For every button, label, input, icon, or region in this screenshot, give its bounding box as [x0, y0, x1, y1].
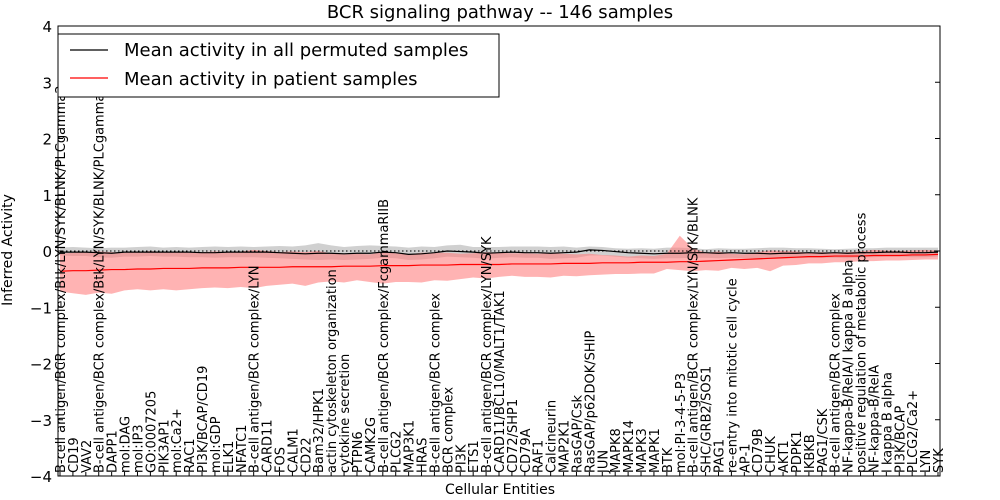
x-tick-label: PLCG2/Ca2+	[906, 390, 921, 473]
x-tick-label: PI3K/BCAP/CD19	[196, 366, 211, 473]
x-tick-label: CAMK2G	[364, 417, 379, 473]
x-tick-label: BCR complex	[441, 387, 456, 473]
x-tick-label: AP-1	[738, 444, 753, 473]
legend-frame	[57, 33, 500, 98]
x-tick-label: GO:0007205	[144, 391, 159, 473]
x-tick-label: CD72/SHP1	[506, 399, 521, 473]
x-tick-label: VAV2	[80, 440, 95, 473]
x-tick-label: Bam32/HPK1	[312, 388, 327, 473]
x-tick-label: DAPP1	[106, 430, 121, 473]
x-tick-label: PI3K	[454, 444, 469, 473]
x-axis-label: Cellular Entities	[445, 482, 555, 498]
x-tick-label: PDPK1	[790, 431, 805, 474]
x-tick-label: cytokine secretion	[338, 354, 353, 473]
x-tick-label: NFATC1	[235, 425, 250, 473]
x-tick-label: PAG1	[713, 439, 728, 473]
x-tick-label: mol:PI-3-4-5-P3	[674, 373, 689, 473]
y-tick-label: −3	[30, 412, 52, 430]
legend: Mean activity in all permuted samples Me…	[57, 33, 500, 98]
x-tick-label: B-cell antigen/BCR complex/FcgammaRIIB	[377, 199, 392, 473]
x-tick-label: I kappa B alpha	[880, 372, 895, 473]
y-tick-label: 2	[42, 131, 52, 149]
x-tick-label: MAPK14	[622, 420, 637, 473]
x-tick-label: PI3K/BCAP	[893, 405, 908, 473]
x-tick-label: BTK	[661, 447, 676, 473]
x-tick-label: CHUK	[764, 436, 779, 473]
x-tick-label: IKBKB	[803, 434, 818, 473]
x-tick-label: FOS	[274, 447, 289, 473]
series-line-1	[59, 253, 939, 272]
x-tick-label: B-cell antigen/BCR complex	[428, 293, 443, 473]
x-tick-label: HRAS	[416, 438, 431, 473]
x-tick-label: CD19	[67, 437, 82, 473]
y-axis-label: Inferred Activity	[0, 194, 16, 306]
x-tick-label: mol:GDP	[209, 416, 224, 473]
y-tick-label: −4	[30, 468, 52, 486]
x-tick-label: ELK1	[222, 441, 237, 473]
y-tick-label: −2	[30, 356, 52, 374]
x-tick-label: positive regulation of metabolic process	[855, 212, 870, 473]
x-tick-label: mol:DAG	[119, 416, 134, 473]
x-tick-label: CD79B	[751, 428, 766, 473]
x-tick-label: RAC1	[183, 438, 198, 473]
x-tick-labels: B-cell antigen/BCR complex/Btk/LYN/SYK/B…	[54, 85, 947, 474]
x-tick-label: CARD11	[261, 419, 276, 473]
y-tick-label: 4	[42, 18, 52, 36]
x-tick-label: PIK3AP1	[157, 420, 172, 473]
x-tick-label: re-entry into mitotic cell cycle	[725, 278, 740, 473]
x-tick-label: MAPK1	[648, 428, 663, 473]
x-tick-label: B-cell antigen/BCR complex/LYN	[248, 266, 263, 473]
x-tick-label: MAPK3	[635, 428, 650, 473]
x-tick-label: MAPK8	[609, 428, 624, 473]
x-tick-label: NF-kappa-B/RelA	[867, 365, 882, 473]
legend-label-permuted: Mean activity in all permuted samples	[124, 40, 468, 61]
y-tick-label: 3	[42, 74, 52, 92]
x-tick-label: B-cell antigen/BCR complex/Btk/LYN/SYK/B…	[93, 85, 108, 473]
band-1	[60, 235, 938, 295]
y-tick-label: 1	[42, 187, 52, 205]
x-tick-label: RasGAP/p62DOK/SHIP	[583, 331, 598, 473]
y-tick-label: −1	[30, 299, 52, 317]
x-tick-label: actin cytoskeleton organization	[325, 269, 340, 473]
x-tick-label: B-cell antigen/BCR complex/LYN/SYK/BLNK	[687, 197, 702, 473]
x-tick-label: MAP2K1	[558, 420, 573, 473]
x-tick-label: CD79A	[519, 428, 534, 473]
x-tick-label: CALM1	[286, 428, 301, 473]
x-tick-label: CD22	[299, 437, 314, 473]
x-tick-label: mol:Ca2+	[170, 408, 185, 473]
x-tick-label: Calcineurin	[545, 400, 560, 473]
x-tick-label: RAF1	[532, 440, 547, 473]
x-tick-label: AKT1	[777, 440, 792, 473]
series-line-0	[60, 249, 939, 255]
x-tick-label: B-cell antigen/BCR complex/LYN/SYK	[480, 236, 495, 473]
x-tick-label: B-cell antigen/BCR complex/Btk/LYN/SYK/B…	[54, 85, 69, 473]
x-tick-label: PAG1/CSK	[816, 408, 831, 473]
x-tick-label: PLCG2	[390, 430, 405, 473]
x-tick-label: JUN	[596, 450, 611, 474]
x-tick-label: RasGAP/Csk	[570, 394, 585, 473]
x-tick-label: SYK	[932, 448, 947, 473]
x-tick-label: LYN	[919, 450, 934, 473]
axes: −4 −3 −2 −1 0 1 2 3 4	[30, 18, 941, 486]
x-tick-label: CARD11/BCL10/MALT1/TAK1	[493, 290, 508, 473]
plot-area	[58, 235, 940, 295]
y-tick-label: 0	[42, 243, 52, 261]
legend-label-patient: Mean activity in patient samples	[124, 69, 418, 90]
x-tick-label: PTPN6	[351, 431, 366, 473]
x-tick-label: MAP3K1	[403, 420, 418, 473]
chart-title: BCR signaling pathway -- 146 samples	[327, 2, 673, 23]
x-tick-label: B-cell antigen/BCR complex	[829, 293, 844, 473]
x-tick-label: ETS1	[467, 440, 482, 473]
x-tick-label: mol:IP3	[131, 424, 146, 473]
x-tick-label: SHC/GRB2/SOS1	[700, 366, 715, 473]
x-tick-label: NF-kappa-B/RelA/I kappa B alpha	[842, 260, 857, 473]
